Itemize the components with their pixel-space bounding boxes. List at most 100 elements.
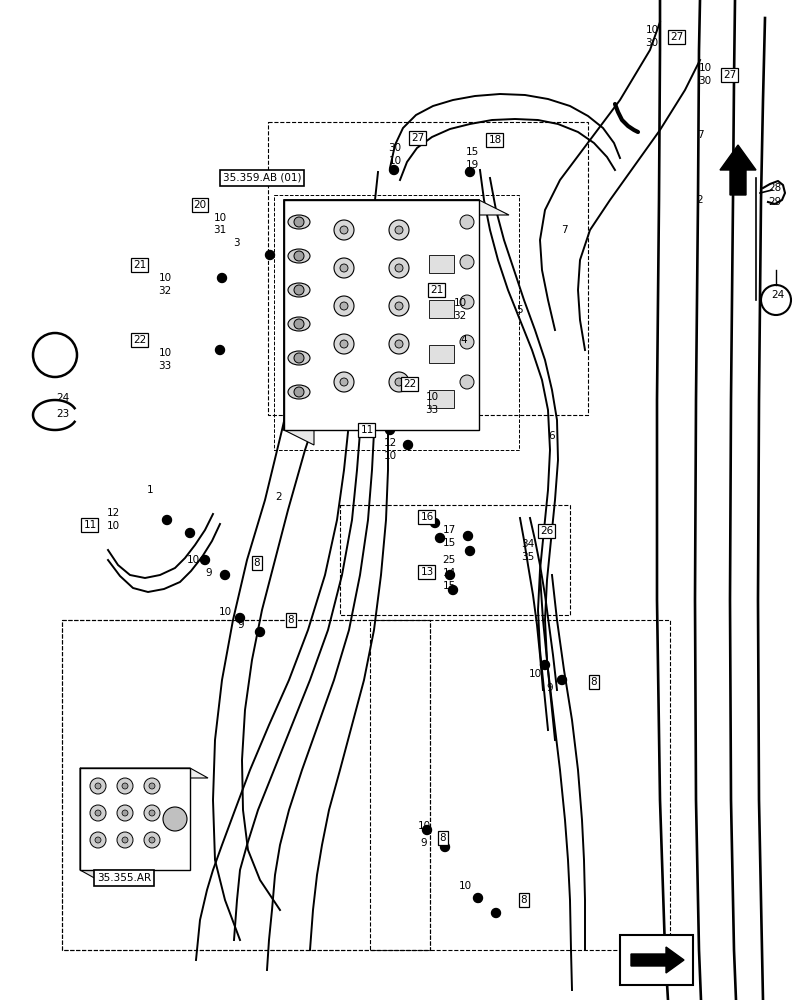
Circle shape [465, 546, 474, 556]
Bar [268, 122, 587, 415]
Circle shape [388, 220, 409, 240]
Text: 9: 9 [475, 895, 482, 905]
Text: 6: 6 [548, 431, 555, 441]
Circle shape [333, 296, 354, 316]
Circle shape [448, 585, 457, 594]
Text: 8: 8 [590, 677, 597, 687]
Circle shape [95, 837, 101, 843]
Circle shape [215, 346, 224, 355]
Circle shape [394, 264, 402, 272]
Text: 10: 10 [218, 607, 231, 617]
Circle shape [294, 319, 303, 329]
Circle shape [148, 837, 155, 843]
Text: 10: 10 [645, 25, 658, 35]
Circle shape [117, 805, 133, 821]
Ellipse shape [288, 215, 310, 229]
Circle shape [355, 365, 364, 374]
Circle shape [144, 832, 160, 848]
Text: 8: 8 [253, 558, 260, 568]
Circle shape [388, 372, 409, 392]
Text: 30: 30 [388, 143, 401, 153]
Text: 18: 18 [487, 135, 501, 145]
Text: 22: 22 [403, 379, 416, 389]
Bar [80, 768, 190, 870]
Text: 8: 8 [520, 895, 526, 905]
Polygon shape [80, 768, 208, 778]
Text: 15: 15 [442, 581, 455, 591]
Circle shape [465, 167, 474, 176]
Circle shape [200, 556, 209, 564]
Circle shape [460, 375, 474, 389]
Text: 2: 2 [696, 195, 702, 205]
Text: 10: 10 [528, 669, 541, 679]
Circle shape [163, 807, 187, 831]
Polygon shape [80, 768, 98, 880]
Bar [340, 505, 569, 615]
Circle shape [435, 534, 444, 542]
Circle shape [445, 570, 454, 580]
Circle shape [333, 258, 354, 278]
Circle shape [90, 805, 106, 821]
Circle shape [340, 302, 348, 310]
Circle shape [340, 340, 348, 348]
Circle shape [294, 353, 303, 363]
Text: 9: 9 [546, 683, 552, 693]
Text: 33: 33 [158, 361, 171, 371]
Circle shape [340, 264, 348, 272]
Text: 15: 15 [442, 538, 455, 548]
Polygon shape [284, 200, 314, 445]
Text: 2: 2 [276, 492, 282, 502]
Bar [370, 620, 669, 950]
Bar [62, 620, 430, 950]
Circle shape [162, 516, 171, 524]
Circle shape [403, 440, 412, 450]
Text: 9: 9 [420, 838, 427, 848]
Circle shape [394, 378, 402, 386]
Bar [620, 935, 692, 985]
Text: 25: 25 [442, 555, 455, 565]
Circle shape [440, 842, 449, 852]
Ellipse shape [288, 385, 310, 399]
Bar [62, 620, 430, 950]
Bar [428, 390, 453, 408]
Text: 10: 10 [213, 213, 226, 223]
Circle shape [460, 335, 474, 349]
Circle shape [430, 518, 439, 528]
Text: 17: 17 [442, 525, 455, 535]
Text: 12: 12 [383, 438, 396, 448]
Text: 10: 10 [158, 273, 171, 283]
Text: 10: 10 [425, 392, 438, 402]
Text: 35.355.AR: 35.355.AR [97, 873, 151, 883]
Text: 29: 29 [767, 197, 781, 207]
Circle shape [90, 832, 106, 848]
Bar [273, 195, 518, 450]
Circle shape [388, 296, 409, 316]
Circle shape [388, 258, 409, 278]
Text: 7: 7 [560, 225, 567, 235]
Text: 14: 14 [442, 568, 455, 578]
Circle shape [95, 810, 101, 816]
Circle shape [294, 251, 303, 261]
Text: 10: 10 [158, 348, 171, 358]
Text: 24: 24 [770, 290, 783, 300]
Text: 27: 27 [411, 133, 424, 143]
Text: 9: 9 [238, 620, 244, 630]
Circle shape [294, 217, 303, 227]
Text: 31: 31 [213, 225, 226, 235]
Text: 23: 23 [56, 409, 70, 419]
Circle shape [148, 783, 155, 789]
Circle shape [394, 226, 402, 234]
Polygon shape [284, 200, 508, 215]
Text: 10: 10 [383, 451, 396, 461]
Circle shape [422, 826, 431, 834]
Text: 30: 30 [697, 76, 710, 86]
Text: 10: 10 [417, 821, 430, 831]
Text: 10: 10 [106, 521, 119, 531]
Circle shape [460, 295, 474, 309]
Text: 33: 33 [425, 405, 438, 415]
Circle shape [473, 894, 482, 902]
Ellipse shape [288, 351, 310, 365]
Circle shape [491, 908, 500, 918]
Circle shape [265, 250, 274, 259]
Bar [284, 200, 478, 430]
